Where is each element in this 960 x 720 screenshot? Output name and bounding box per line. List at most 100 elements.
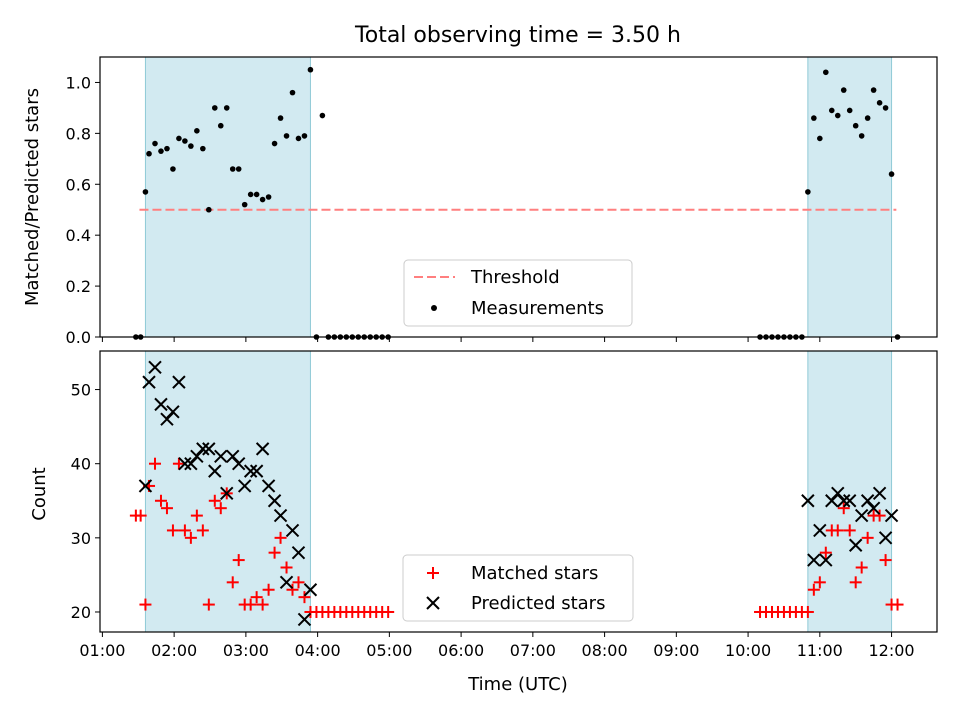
y-tick-label: 30: [71, 529, 91, 548]
x-tick-label: 03:00: [223, 641, 269, 660]
predicted-marker-b: [190, 449, 204, 463]
measurement-point: [319, 112, 326, 119]
predicted-star-point: [848, 538, 863, 552]
measurement-point: [805, 189, 811, 195]
bottom-series-layer: [129, 360, 904, 627]
matched-star-point: [250, 591, 263, 604]
measurement-point: [271, 140, 278, 147]
measurement-point: [289, 89, 296, 96]
matched-star-point: [178, 524, 191, 537]
measurement-point: [247, 191, 254, 198]
legend-measurements-label: Measurements: [471, 298, 604, 319]
predicted-star-point: [825, 494, 839, 508]
bottom-plot-frame: [99, 350, 938, 633]
matched-star-point: [813, 576, 826, 589]
matched-star-point: [190, 509, 203, 522]
bottom-legend-box: [402, 554, 634, 622]
measurement-point: [295, 135, 302, 142]
measurement-point: [253, 191, 260, 198]
matched-star-point: [807, 583, 820, 596]
predicted-star-point: [807, 553, 821, 567]
matched-star-point: [274, 531, 287, 544]
matched-star-point: [855, 561, 868, 574]
predicted-star-point: [279, 575, 294, 590]
predicted-marker-b: [854, 508, 869, 523]
matched-star-point: [382, 605, 395, 618]
y-tick-label: 1.0: [66, 73, 91, 92]
matched-star-point: [149, 457, 162, 470]
measurement-point: [229, 166, 236, 172]
predicted-star-point: [255, 442, 270, 456]
x-tick-label: 11:00: [797, 641, 843, 660]
measurement-point: [822, 69, 829, 76]
measurement-point: [223, 105, 230, 111]
matched-star-point: [873, 509, 886, 522]
predicted-star-point: [267, 494, 282, 508]
predicted-marker-b: [819, 553, 833, 567]
predicted-marker-b: [303, 583, 318, 597]
predicted-star-point: [243, 464, 258, 478]
x-axis-label: Time (UTC): [467, 674, 568, 695]
measurement-point: [283, 133, 290, 139]
x-tick-label: 12:00: [869, 641, 915, 660]
matched-star-point: [292, 576, 305, 589]
predicted-marker-b: [884, 508, 899, 523]
predicted-marker-b: [202, 442, 216, 456]
top-legend-box: [403, 259, 633, 327]
predicted-star-point: [202, 442, 216, 456]
matched-star-point: [166, 524, 179, 537]
matched-star-point: [879, 554, 892, 567]
measurement-point: [834, 112, 841, 119]
predicted-star-point: [142, 375, 156, 389]
measurement-point: [259, 196, 266, 203]
measurement-point: [188, 143, 194, 149]
top-series-layer: [133, 66, 901, 340]
predicted-marker-b: [831, 486, 845, 501]
predicted-marker-b: [237, 479, 252, 493]
predicted-marker-b: [220, 486, 234, 501]
predicted-star-point: [237, 479, 252, 493]
matched-star-point: [244, 598, 257, 611]
observing-window: [145, 57, 311, 337]
matched-star-point: [891, 598, 904, 611]
predicted-marker-b: [273, 508, 288, 523]
matched-star-point: [196, 524, 209, 537]
predicted-star-point: [160, 412, 174, 426]
measurement-point: [194, 128, 200, 134]
predicted-star-point: [138, 479, 153, 493]
matched-star-point: [843, 524, 856, 537]
x-tick-label: 09:00: [653, 641, 699, 660]
predicted-marker-b: [166, 405, 180, 419]
predicted-marker-b: [178, 456, 192, 471]
predicted-marker-b: [231, 456, 246, 471]
predicted-marker-b: [148, 360, 162, 375]
measurement-point: [265, 194, 272, 200]
measurement-point: [217, 122, 224, 129]
measurement-point: [870, 87, 877, 93]
y-tick-label: 40: [71, 455, 91, 474]
predicted-marker-b: [214, 449, 228, 463]
legend-measurements-swatch: [431, 305, 437, 311]
predicted-marker-b: [160, 412, 174, 426]
observing-window: [807, 57, 892, 337]
predicted-star-point: [184, 456, 198, 471]
measurement-point: [852, 122, 859, 129]
x-tick-label: 05:00: [366, 641, 412, 660]
predicted-marker-b: [184, 456, 198, 471]
predicted-star-point: [813, 523, 827, 538]
measurement-point: [241, 201, 248, 208]
measurement-point: [170, 166, 176, 172]
measurement-point: [864, 115, 871, 121]
predicted-marker-b: [813, 523, 827, 538]
predicted-marker-b: [860, 494, 875, 508]
predicted-marker-b: [878, 531, 893, 545]
x-tick-label: 02:00: [151, 641, 197, 660]
predicted-star-point: [866, 501, 881, 515]
measurement-point: [235, 166, 242, 172]
measurement-point: [182, 138, 188, 144]
predicted-marker-b: [138, 479, 153, 493]
matched-star-point: [286, 583, 299, 596]
x-tick-label: 10:00: [725, 641, 771, 660]
measurement-point: [200, 145, 206, 152]
predicted-star-point: [220, 486, 234, 501]
